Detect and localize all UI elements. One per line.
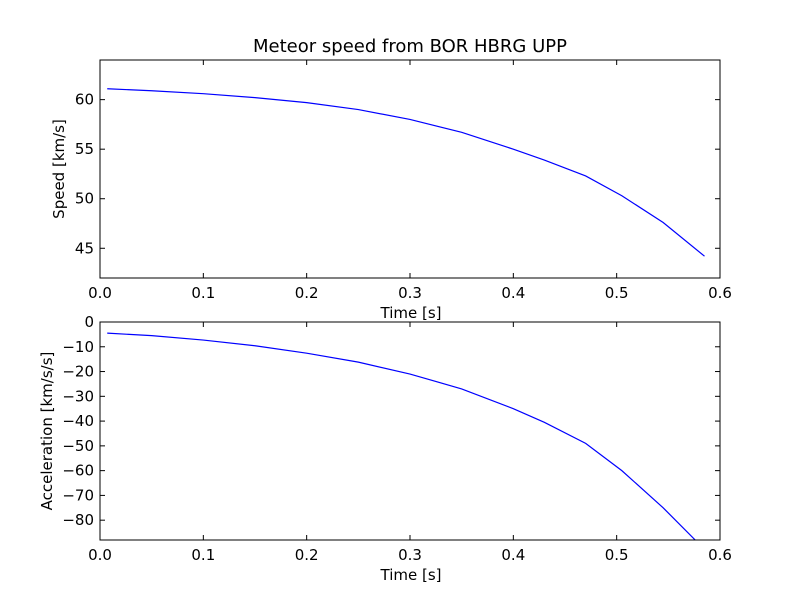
acceleration-ticks-layer: 0.0 0.1 0.2 0.3 0.4 0.5 0.6 0 −10 −20 −30 −40 −50 −60… bbox=[62, 313, 732, 564]
speed-plot-frame bbox=[99, 59, 721, 279]
acceleration-y-tick-label: −40 bbox=[62, 412, 94, 430]
acceleration-x-tick-label: 0.6 bbox=[708, 546, 732, 564]
acceleration-y-tick-label: −20 bbox=[62, 363, 94, 381]
acceleration-series-line bbox=[107, 332, 696, 540]
speed-x-tick-label: 0.2 bbox=[295, 284, 319, 302]
speed-y-tick-label: 60 bbox=[75, 91, 94, 109]
acceleration-subplot: 0.0 0.1 0.2 0.3 0.4 0.5 0.6 0 −10 −20 −30 −40 −50 −60… bbox=[38, 313, 732, 584]
speed-x-tick-label: 0.3 bbox=[398, 284, 422, 302]
acceleration-y-tick-label: −70 bbox=[62, 486, 94, 504]
speed-y-tick-label: 55 bbox=[75, 140, 94, 158]
speed-series-line bbox=[107, 88, 705, 257]
acceleration-x-tick-label: 0.5 bbox=[605, 546, 629, 564]
acceleration-x-axis-label: Time [s] bbox=[380, 566, 442, 584]
acceleration-y-tick-label: −10 bbox=[62, 338, 94, 356]
speed-series-layer bbox=[107, 88, 705, 257]
chart-title: Meteor speed from BOR HBRG UPP bbox=[253, 36, 567, 57]
speed-y-tick-label: 50 bbox=[75, 190, 94, 208]
speed-x-tick-label: 0.1 bbox=[191, 284, 215, 302]
acceleration-x-tick-label: 0.1 bbox=[191, 546, 215, 564]
speed-subplot: Meteor speed from BOR HBRG UPP 0.0 0.1 0.2… bbox=[50, 36, 732, 322]
speed-y-tick-label: 45 bbox=[75, 239, 94, 257]
acceleration-plot-frame bbox=[99, 321, 721, 541]
acceleration-y-tick-label: 0 bbox=[84, 313, 94, 331]
acceleration-series-layer bbox=[107, 332, 696, 540]
acceleration-y-tick-label: −30 bbox=[62, 387, 94, 405]
speed-x-tick-label: 0.0 bbox=[88, 284, 112, 302]
acceleration-x-tick-label: 0.3 bbox=[398, 546, 422, 564]
speed-x-tick-label: 0.4 bbox=[501, 284, 525, 302]
acceleration-y-tick-label: −80 bbox=[62, 511, 94, 529]
speed-x-tick-label: 0.6 bbox=[708, 284, 732, 302]
acceleration-x-tick-label: 0.0 bbox=[88, 546, 112, 564]
speed-x-axis-label: Time [s] bbox=[380, 304, 442, 322]
acceleration-y-tick-label: −50 bbox=[62, 437, 94, 455]
speed-ticks-layer: 0.0 0.1 0.2 0.3 0.4 0.5 0.6 45 50 55 60 bbox=[75, 60, 732, 302]
acceleration-y-axis-label: Acceleration [km/s/s] bbox=[38, 352, 56, 511]
acceleration-x-tick-label: 0.2 bbox=[295, 546, 319, 564]
acceleration-y-tick-label: −60 bbox=[62, 462, 94, 480]
acceleration-x-tick-label: 0.4 bbox=[501, 546, 525, 564]
speed-y-axis-label: Speed [km/s] bbox=[50, 119, 68, 219]
speed-x-tick-label: 0.5 bbox=[605, 284, 629, 302]
